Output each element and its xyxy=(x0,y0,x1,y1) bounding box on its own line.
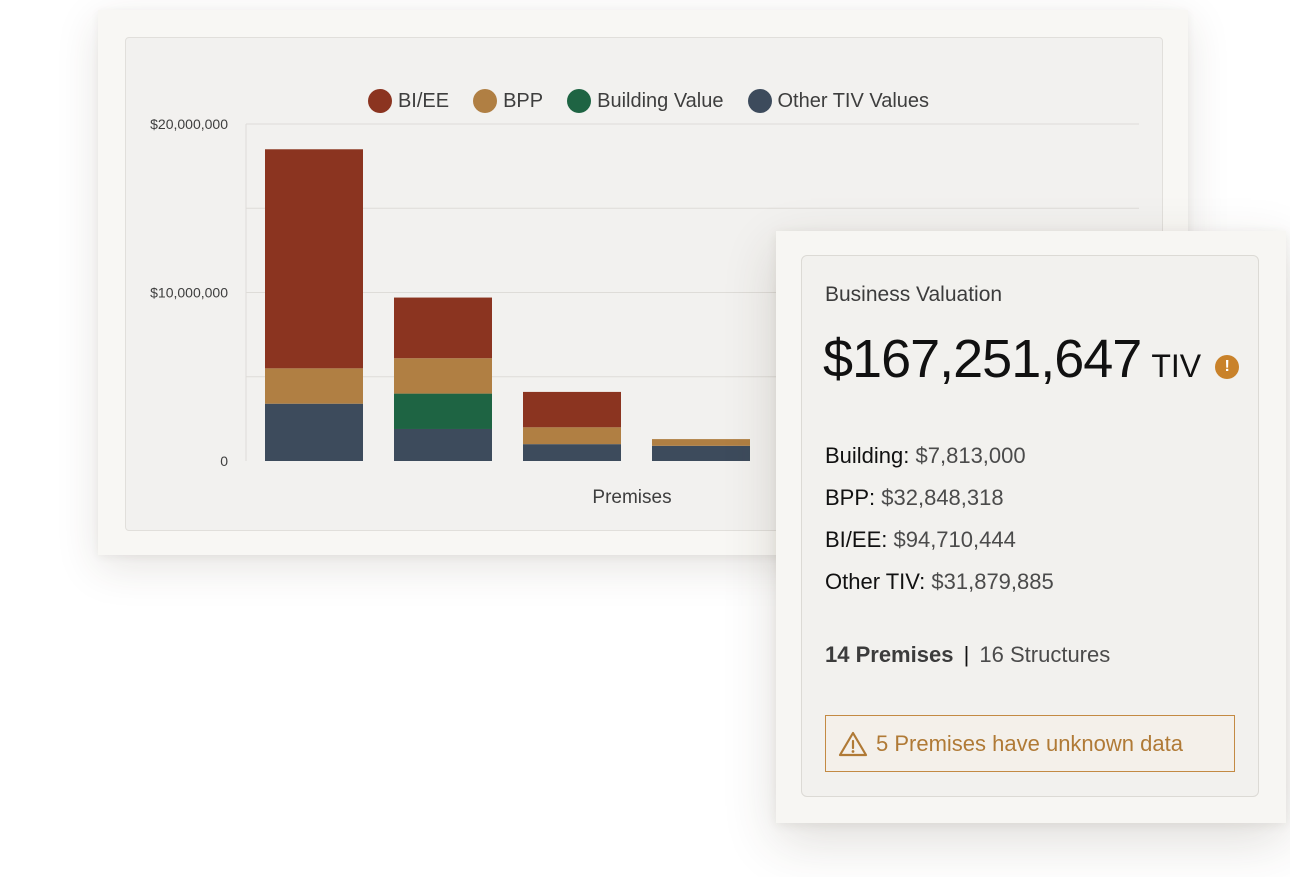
bar-segment xyxy=(652,439,750,446)
chart-legend: BI/EE BPP Building Value Other TIV Value… xyxy=(126,89,1162,113)
legend-swatch xyxy=(473,89,498,113)
y-tick-label: 0 xyxy=(220,453,228,469)
unknown-data-alert[interactable]: 5 Premises have unknown data xyxy=(825,715,1235,772)
breakdown-value: $32,848,318 xyxy=(881,485,1004,510)
breakdown-other-tiv: Other TIV: $31,879,885 xyxy=(825,566,1054,608)
premises-structures-count: 14 Premises | 16 Structures xyxy=(825,642,1110,668)
warning-triangle-icon xyxy=(838,731,868,756)
breakdown-label: BPP: xyxy=(825,485,876,510)
legend-swatch xyxy=(567,89,592,113)
breakdown-bpp: BPP: $32,848,318 xyxy=(825,482,1054,524)
bar-segment xyxy=(394,428,492,461)
breakdown-label: Other TIV: xyxy=(825,569,926,594)
structures-count: 16 Structures xyxy=(979,642,1111,667)
legend-item-bpp[interactable]: BPP xyxy=(473,89,543,113)
breakdown-bi-ee: BI/EE: $94,710,444 xyxy=(825,524,1054,566)
business-valuation-card: Business Valuation $167,251,647 TIV ! Bu… xyxy=(776,231,1286,823)
bar-segment xyxy=(265,149,363,369)
breakdown-value: $7,813,000 xyxy=(915,443,1026,468)
bar-segment xyxy=(394,393,492,429)
bar-chart: 0 $10,000,000 $20,000,000 Premises xyxy=(150,116,1139,508)
bar-segment xyxy=(523,391,621,428)
bar-segment xyxy=(394,297,492,359)
legend-label: BI/EE xyxy=(397,89,450,112)
breakdown-building: Building: $7,813,000 xyxy=(825,440,1054,482)
tiv-unit: TIV xyxy=(1151,348,1202,384)
bar-segment xyxy=(265,403,363,461)
breakdown-label: Building: xyxy=(825,443,910,468)
breakdown-label: BI/EE: xyxy=(825,527,888,552)
exclamation-icon[interactable]: ! xyxy=(1215,355,1240,379)
count-separator: | xyxy=(963,642,970,667)
legend-swatch xyxy=(367,89,392,113)
bar-segment xyxy=(523,427,621,445)
breakdown-value: $31,879,885 xyxy=(931,569,1054,594)
legend-swatch xyxy=(747,89,772,113)
y-tick-label: $20,000,000 xyxy=(150,116,228,132)
legend-item-bi-ee[interactable]: BI/EE xyxy=(367,89,450,113)
bar-segment xyxy=(652,445,750,461)
valuation-panel: Business Valuation $167,251,647 TIV ! Bu… xyxy=(801,255,1259,797)
legend-label: BPP xyxy=(503,89,544,112)
tiv-breakdown: Building: $7,813,000 BPP: $32,848,318 BI… xyxy=(825,440,1054,608)
bar-segment xyxy=(265,368,363,404)
breakdown-value: $94,710,444 xyxy=(893,527,1016,552)
legend-item-building-value[interactable]: Building Value xyxy=(567,89,724,113)
x-axis-label: Premises xyxy=(592,487,671,508)
bar-segment xyxy=(394,358,492,394)
legend-item-other-tiv-values[interactable]: Other TIV Values xyxy=(747,89,930,113)
premises-count: 14 Premises xyxy=(825,642,954,667)
legend-label: Building Value xyxy=(597,89,724,112)
bar-segment xyxy=(523,444,621,461)
valuation-title: Business Valuation xyxy=(825,283,1003,306)
legend-label: Other TIV Values xyxy=(777,89,930,112)
alert-text: 5 Premises have unknown data xyxy=(876,730,1183,756)
y-tick-label: $10,000,000 xyxy=(150,285,228,301)
tiv-value: $167,251,647 xyxy=(823,329,1142,389)
tiv-total: $167,251,647 TIV ! xyxy=(823,328,1240,390)
